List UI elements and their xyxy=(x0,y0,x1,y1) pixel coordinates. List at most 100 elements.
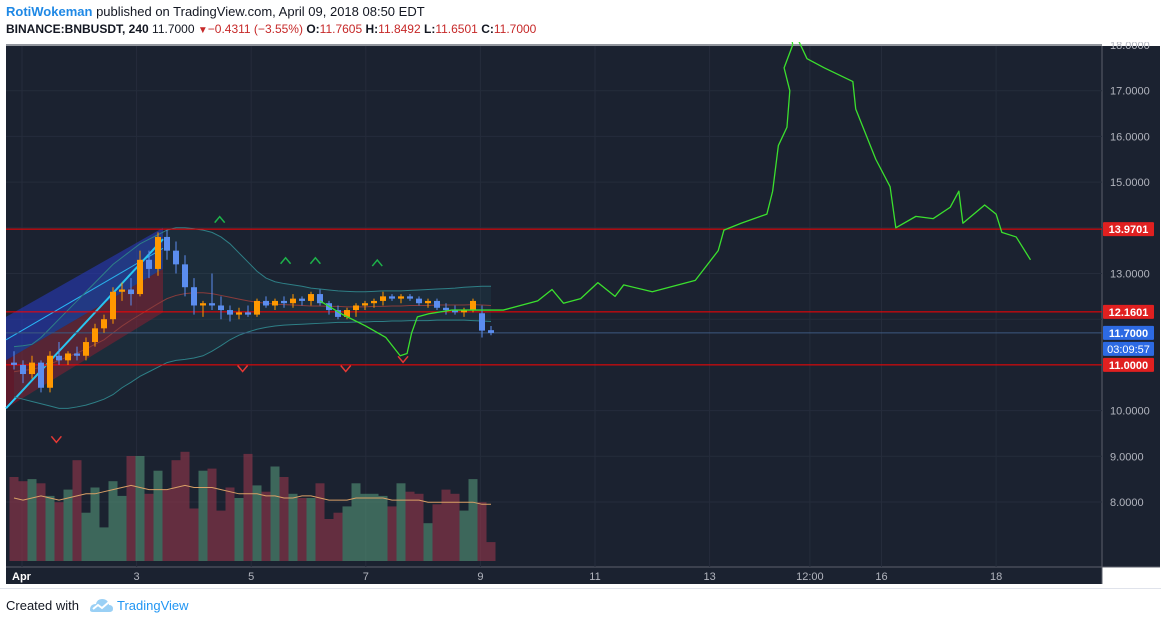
time-axis[interactable] xyxy=(6,567,1102,584)
close-label: C: xyxy=(481,22,494,36)
open-label: O: xyxy=(306,22,320,36)
tradingview-link[interactable]: TradingView xyxy=(117,598,189,613)
tradingview-logo-icon[interactable] xyxy=(88,595,114,615)
candle-body xyxy=(200,303,206,306)
time-tick-label: 7 xyxy=(363,571,369,583)
candle-body xyxy=(344,310,350,317)
level-price-badge xyxy=(1103,357,1154,372)
candle-body xyxy=(353,305,359,311)
projection-drawing xyxy=(319,21,1032,357)
volume-bar xyxy=(171,460,181,561)
volume-bar xyxy=(81,512,91,561)
bollinger-basis xyxy=(13,292,492,373)
candle-body xyxy=(371,300,377,304)
volume-bar xyxy=(216,510,226,561)
chart-header: RotiWokeman published on TradingView.com… xyxy=(0,0,1161,42)
time-tick-label: 18 xyxy=(990,571,1002,583)
volume-bar xyxy=(333,512,343,561)
candle-body xyxy=(209,303,215,306)
volume-bar xyxy=(432,504,442,561)
candle-body xyxy=(146,259,152,269)
candle-body xyxy=(29,362,35,375)
candle-body xyxy=(47,355,53,388)
chart-area[interactable]: 8.0000 9.0000 10.0000 13.0000 15.0000 16.0000… xyxy=(0,21,1161,584)
candle-body xyxy=(137,259,143,295)
candle-body xyxy=(380,296,386,301)
candle-body xyxy=(407,296,413,299)
candle-body xyxy=(317,294,323,304)
candle-body xyxy=(416,298,422,304)
time-tick-label: Apr xyxy=(12,571,32,583)
volume-bar xyxy=(45,495,55,561)
price-tick-label: 17.0000 xyxy=(1110,86,1150,98)
candle-body xyxy=(38,362,44,388)
volume-bar xyxy=(387,506,397,561)
volume-bar xyxy=(90,487,100,561)
volume-bar xyxy=(369,493,379,561)
volume-bar xyxy=(72,460,82,561)
volume-bar xyxy=(306,498,316,561)
publish-info: published on TradingView.com, April 09, … xyxy=(96,4,425,19)
volume-bar xyxy=(207,468,217,561)
candle-body xyxy=(479,313,485,331)
time-tick-label: 5 xyxy=(248,571,254,583)
candle-body xyxy=(461,310,467,313)
buy-signal-arrow xyxy=(214,215,226,224)
price-tick-label: 16.0000 xyxy=(1110,131,1150,143)
price-tick-label: 8.0000 xyxy=(1110,497,1144,509)
regression-channel-midline xyxy=(5,247,164,341)
last-price: 11.7000 xyxy=(152,22,195,36)
volume-bar xyxy=(468,479,478,561)
time-tick-label: 3 xyxy=(134,571,140,583)
countdown-badge xyxy=(1103,341,1154,356)
price-tick-label: 18.0000 xyxy=(1110,42,1150,52)
time-tick-label: 9 xyxy=(477,571,483,583)
candle-body xyxy=(56,355,62,361)
volume-bar xyxy=(441,489,451,561)
time-tick-label: 12:00 xyxy=(796,571,824,583)
candle-body xyxy=(119,289,125,292)
sell-signal-arrow xyxy=(237,364,249,373)
bollinger-lower xyxy=(13,319,492,409)
level-price-text: 13.9701 xyxy=(1109,224,1149,236)
candle-body xyxy=(443,307,449,311)
volume-bar xyxy=(9,477,19,561)
volume-bar xyxy=(342,506,352,561)
volume-bar xyxy=(360,493,370,561)
level-price-badge xyxy=(1103,222,1154,237)
price-chart[interactable]: 8.0000 9.0000 10.0000 13.0000 15.0000 16.0000… xyxy=(0,21,1161,584)
volume-bar xyxy=(144,493,154,561)
candle-body xyxy=(272,300,278,306)
candle-body xyxy=(101,319,107,329)
volume-bar xyxy=(27,479,37,561)
volume-bar xyxy=(450,493,460,561)
bollinger-fill xyxy=(14,227,491,409)
volume-bar xyxy=(324,519,334,561)
created-with-label: Created with xyxy=(6,598,79,613)
sell-signal-arrow xyxy=(340,364,352,373)
volume-bar xyxy=(261,491,271,561)
candle-body xyxy=(425,300,431,304)
bollinger-upper xyxy=(13,227,491,348)
volume-bar xyxy=(153,470,163,561)
candle-body xyxy=(254,300,260,315)
volume-bar xyxy=(459,510,469,561)
sell-signal-arrow xyxy=(50,435,62,444)
price-change: −0.4311 (−3.55%) xyxy=(207,22,303,36)
candle-body xyxy=(470,300,476,311)
level-price-badge xyxy=(1103,304,1154,319)
volume-bar xyxy=(108,481,118,561)
low-label: L: xyxy=(424,22,436,36)
open-value: 11.7605 xyxy=(319,22,363,36)
volume-bar xyxy=(414,493,424,561)
volume-bar xyxy=(243,453,253,561)
candle-body xyxy=(263,300,269,306)
sell-signal-arrow xyxy=(397,355,409,364)
author-name[interactable]: RotiWokeman xyxy=(6,4,93,19)
candle-body xyxy=(191,287,197,306)
footer: Created with TradingView xyxy=(0,588,1161,623)
time-tick-label: 11 xyxy=(589,571,600,583)
high-value: 11.8492 xyxy=(378,22,421,36)
candle-body xyxy=(173,250,179,265)
price-tick-label: 15.0000 xyxy=(1110,177,1150,189)
